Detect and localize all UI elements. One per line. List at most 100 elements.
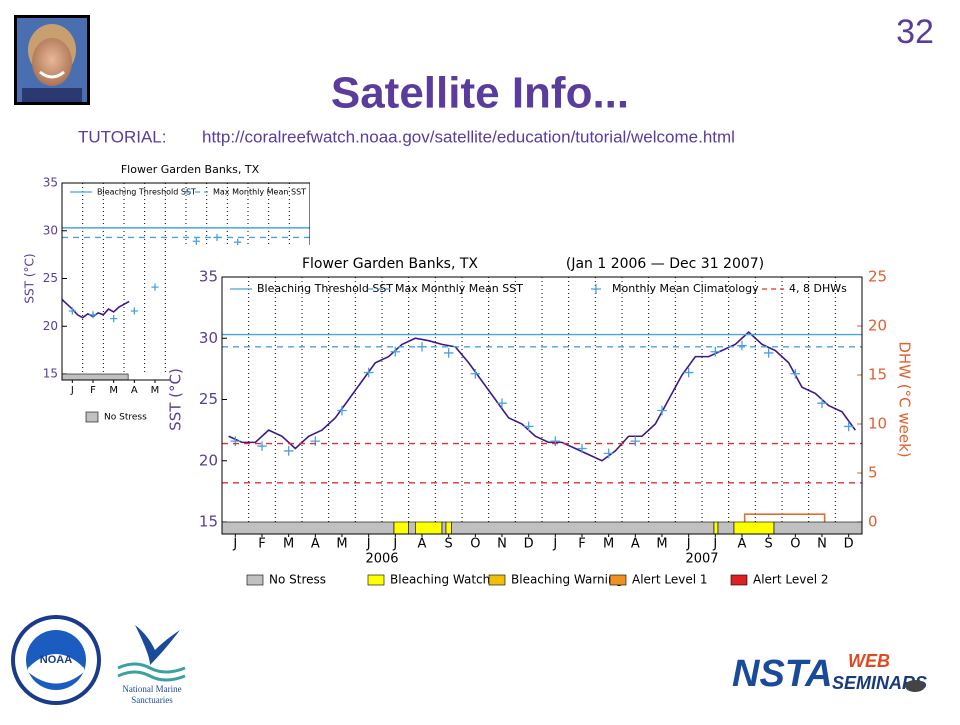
y2-tick-label: 5 [868, 464, 878, 482]
x-tick-label: J [70, 385, 74, 396]
climatology-point [683, 367, 694, 378]
stress-segment [773, 521, 863, 535]
climatology-point [68, 307, 76, 315]
x-tick-label: M [151, 385, 160, 396]
x-tick-label: F [578, 537, 585, 552]
stress-legend-swatch [609, 574, 627, 586]
stress-segment [713, 521, 719, 535]
chart-title: Flower Garden Banks, TX [302, 256, 478, 272]
y2-tick-label: 20 [868, 317, 887, 335]
web-text: WEB [848, 651, 890, 671]
x-tick-label: J [366, 537, 371, 552]
slide-title: Satellite Info... [331, 69, 629, 118]
y-axis-label: SST (°C) [23, 253, 37, 303]
x-tick-label: N [497, 537, 507, 552]
y-axis-label: SST (°C) [167, 368, 185, 431]
slide-number: 32 [896, 13, 934, 51]
x-tick-label: A [131, 385, 138, 396]
chart-title: Flower Garden Banks, TX [121, 163, 260, 176]
climatology-point [89, 311, 97, 319]
y2-tick-label: 25 [868, 268, 887, 286]
climatology-point [417, 342, 427, 352]
climatology-point [817, 398, 827, 408]
x-tick-label: M [283, 537, 294, 552]
legend-label: Monthly Mean Climatology [612, 282, 759, 295]
x-tick-label: S [445, 537, 453, 552]
y2-tick-label: 15 [868, 366, 887, 384]
x-tick-label: M [603, 537, 614, 552]
x-tick-label: A [738, 537, 747, 552]
climatology-point [737, 340, 747, 351]
stress-segment [445, 521, 452, 535]
climatology-point [470, 368, 481, 379]
climatology-point [790, 368, 801, 379]
stress-segment [415, 521, 443, 535]
x-tick-label: J [232, 537, 237, 552]
climatology-point [497, 398, 507, 408]
stress-segment [717, 521, 735, 535]
x-tick-label: M [656, 537, 667, 552]
x-tick-label: F [258, 537, 265, 552]
climatology-point [130, 307, 138, 315]
climatology-point [710, 346, 721, 357]
climatology-point [110, 315, 118, 323]
x-tick-label: M [336, 537, 347, 552]
stress-legend-swatch [730, 574, 748, 586]
climatology-point [443, 348, 454, 358]
climatology-point [151, 283, 159, 291]
tutorial-label: TUTORIAL: [78, 127, 166, 146]
climatology-point [230, 436, 241, 446]
seminars-text: SEMINARS [832, 673, 927, 693]
climatology-point [577, 443, 587, 454]
legend-label: Max Monthly Mean SST [213, 188, 306, 197]
y-tick-label: 35 [199, 268, 218, 286]
stress-segment [733, 521, 775, 535]
legend-label: Max Monthly Mean SST [395, 282, 523, 295]
tutorial-url: http://coralreefwatch.noaa.gov/satellite… [202, 127, 735, 146]
sst-line [743, 513, 826, 522]
y-tick-label: 15 [43, 367, 58, 381]
legend-label: Bleaching Threshold SST [257, 282, 393, 295]
stress-legend-label: Bleaching Watch [390, 573, 490, 587]
stress-legend-label: Bleaching Warning [511, 573, 623, 587]
x-tick-label: O [470, 537, 480, 552]
noaa-logo: NOAA [11, 615, 101, 705]
y-tick-label: 25 [43, 271, 58, 285]
climatology-point [603, 448, 614, 459]
x-tick-label: N [817, 537, 827, 552]
climatology-point [657, 405, 667, 416]
nsta-logo: NSTA WEB SEMINARS [732, 651, 927, 695]
stress-segment [451, 521, 715, 535]
portrait [14, 15, 90, 105]
climatology-point [283, 446, 294, 456]
sanctuaries-text: National Marine [122, 684, 181, 694]
x-tick-label: A [311, 537, 320, 552]
sanctuaries-text: Sanctuaries [131, 695, 173, 705]
x-tick-label: F [90, 385, 96, 396]
climatology-point [337, 405, 347, 416]
y2-tick-label: 0 [868, 513, 878, 531]
x-tick-label: J [552, 537, 557, 552]
chart-subtitle: (Jan 1 2006 — Dec 31 2007) [566, 256, 764, 272]
climatology-point [550, 436, 561, 446]
y-tick-label: 25 [199, 390, 218, 408]
x-tick-label: J [392, 537, 397, 552]
y-tick-label: 30 [199, 329, 218, 347]
climatology-point [234, 238, 242, 246]
climatology-point [763, 348, 774, 358]
year-label: 2006 [365, 552, 398, 567]
climatology-point [390, 346, 401, 357]
x-tick-label: S [765, 537, 773, 552]
x-tick-label: A [418, 537, 427, 552]
climatology-point [213, 233, 221, 242]
stress-legend-swatch [488, 574, 506, 586]
x-tick-label: J [686, 537, 691, 552]
stress-segment [408, 521, 416, 535]
stress-segment [441, 521, 447, 535]
noaa-text: NOAA [40, 654, 72, 666]
climatology-point [363, 367, 374, 378]
stress-legend-label: No Stress [269, 573, 326, 587]
x-tick-label: J [712, 537, 717, 552]
climatology-point [310, 436, 321, 446]
